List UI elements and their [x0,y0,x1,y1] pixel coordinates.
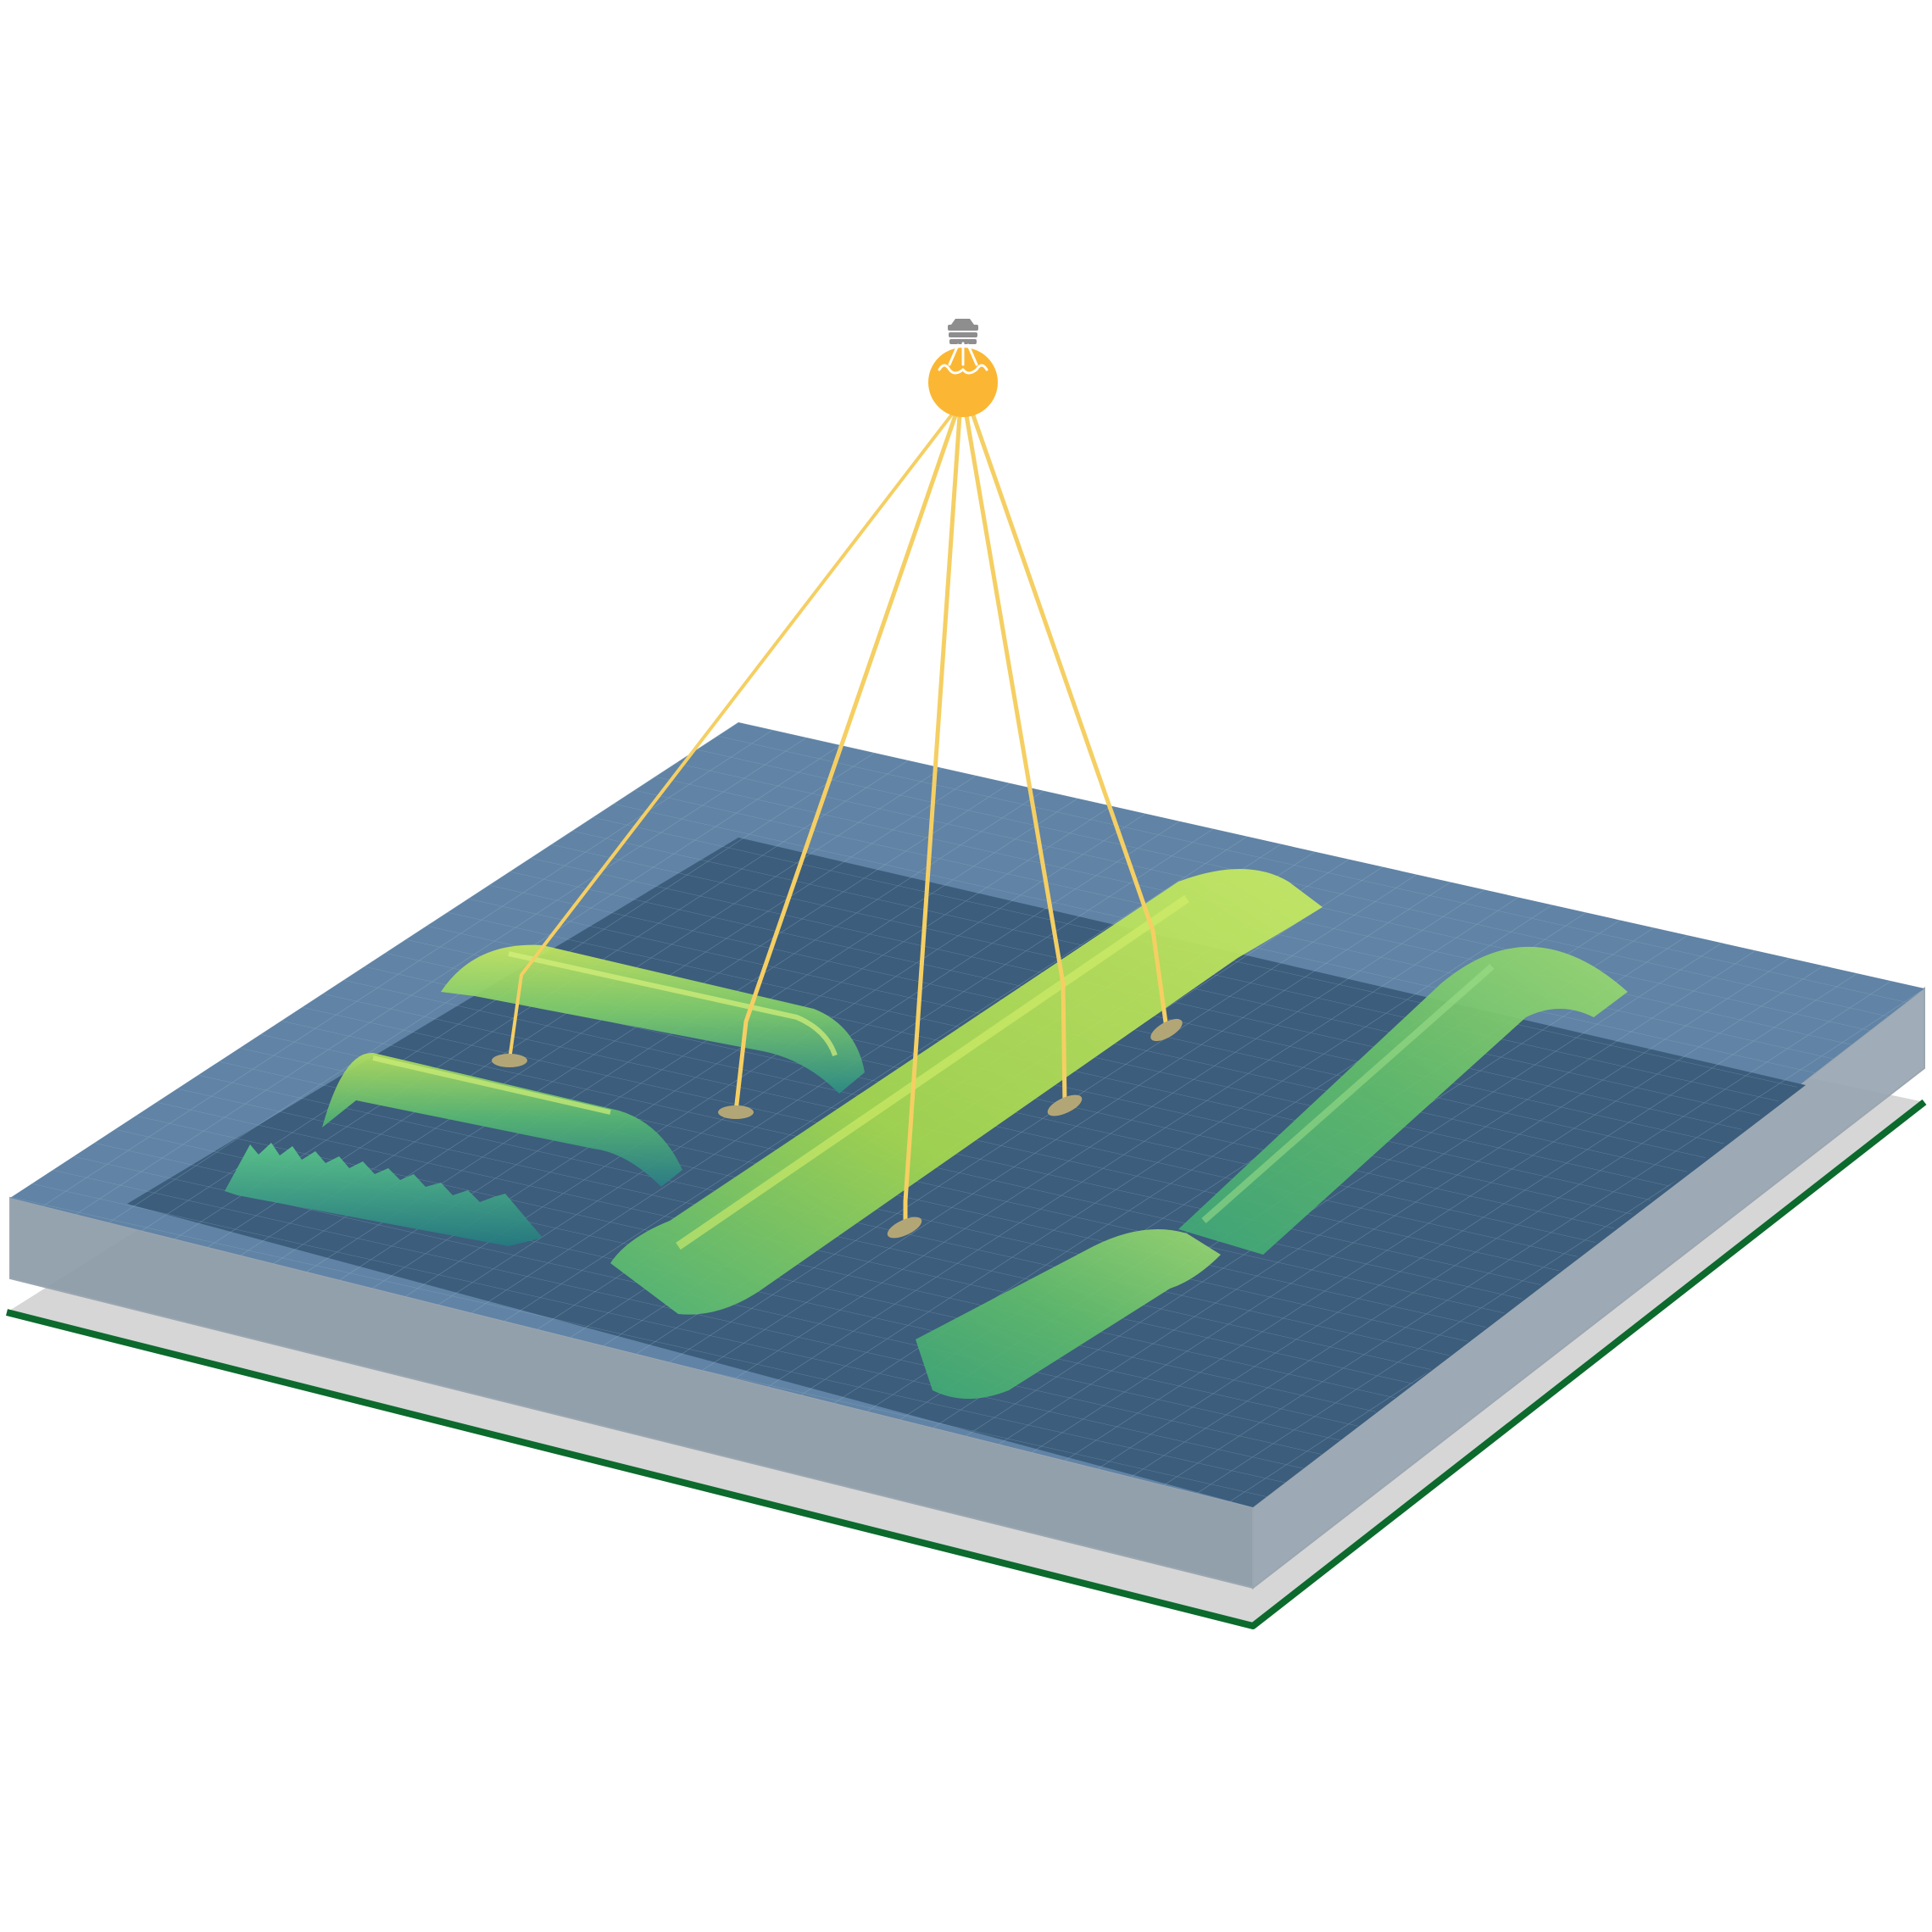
light-ray-5 [971,413,1169,1031]
light-bulb-icon [928,319,998,417]
light-ray-1 [508,414,953,1061]
light-spot-3 [887,1217,922,1239]
ridge-diagonal-right [1178,946,1628,1255]
ridge-diagonal-main [610,869,1322,1315]
ridge-upper-left [441,944,865,1094]
ridge-lower-right [916,1229,1221,1399]
light-spot-2 [718,1105,754,1119]
slab-sides [9,986,1925,1590]
light-spot-1 [492,1054,527,1067]
light-ray-4 [964,413,1067,1107]
ridge-lower-left [225,1143,543,1246]
ridges [225,869,1628,1399]
light-spot-5 [1150,1018,1183,1042]
light-ray-2 [733,413,958,1114]
light-rays [508,413,1169,1229]
light-ray-3 [903,413,962,1229]
light-spot-4 [1047,1094,1083,1116]
light-spots [492,1018,1183,1239]
ridge-middle-left [322,1052,682,1187]
